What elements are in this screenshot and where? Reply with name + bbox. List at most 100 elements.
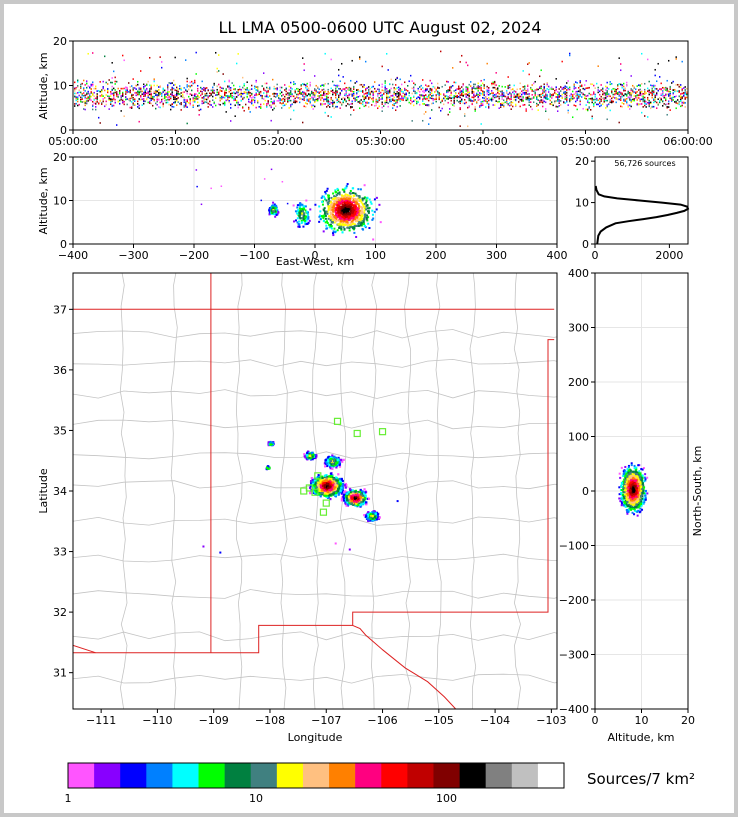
figure-canvas: LL LMA 0500-0600 UTC August 02, 2024 05:… <box>37 18 713 805</box>
colorbar-frame <box>67 762 565 789</box>
plan-view-panel: −111 −110 −109 −108 −107 −106 −105 −104 −103 31 32… <box>37 272 566 744</box>
time-height-data <box>74 50 688 128</box>
station-marker-7 <box>322 499 330 507</box>
lon-tick-1: −110 <box>142 714 172 727</box>
ew-x-tick-0: −400 <box>58 249 88 262</box>
colorbar-swatch-3 <box>146 763 173 788</box>
lat-tick-3: 34 <box>53 485 67 498</box>
colorbar: 1 10 100 Sources/7 km² <box>65 762 695 805</box>
colorbar-tick-0: 1 <box>65 792 72 805</box>
colorbar-swatch-14 <box>433 763 460 788</box>
altitude-histogram-panel: 0 2000 0 10 20 56,726 sources <box>575 155 690 262</box>
hist-y-tick-1: 10 <box>575 197 589 210</box>
colorbar-swatch-1 <box>94 763 121 788</box>
colorbar-swatch-9 <box>302 763 330 788</box>
ns-y-tick-0: −400 <box>559 703 589 716</box>
ew-x-tick-7: 300 <box>486 249 507 262</box>
colorbar-swatch-17 <box>511 763 539 788</box>
lon-tick-4: −107 <box>311 714 341 727</box>
ns-y-tick-2: −200 <box>559 594 589 607</box>
lon-tick-0: −111 <box>86 714 116 727</box>
time-height-panel: 05:00:00 05:10:00 05:20:00 05:30:00 05:40:00… <box>37 35 713 148</box>
ew-y-tick-2: 20 <box>53 151 67 164</box>
time-y-tick-2: 20 <box>53 35 67 48</box>
ns-altitude-data <box>618 462 649 517</box>
colorbar-tick-1: 10 <box>249 792 263 805</box>
ns-y-tick-7: 300 <box>568 322 589 335</box>
lon-tick-6: −105 <box>424 714 454 727</box>
colorbar-swatch-7 <box>250 763 278 788</box>
plan-view-data <box>202 440 399 554</box>
lat-tick-5: 36 <box>53 364 67 377</box>
station-marker-5 <box>311 488 319 496</box>
lma-figure: LL LMA 0500-0600 UTC August 02, 2024 05:… <box>4 4 734 813</box>
lat-tick-1: 32 <box>53 606 67 619</box>
station-marker-1 <box>353 429 361 438</box>
ew-y-tick-0: 0 <box>60 238 67 251</box>
lon-tick-7: −104 <box>480 714 510 727</box>
ew-x-tick-8: 400 <box>547 249 568 262</box>
ns-x-tick-2: 20 <box>681 714 695 727</box>
ew-x-tick-6: 200 <box>426 249 447 262</box>
colorbar-swatch-13 <box>407 763 434 788</box>
time-x-tick-2: 05:20:00 <box>253 135 302 148</box>
ew-x-tick-3: −100 <box>239 249 269 262</box>
lon-tick-5: −106 <box>367 714 397 727</box>
ns-y-tick-6: 200 <box>568 376 589 389</box>
longitude-label: Longitude <box>288 731 343 744</box>
time-y-tick-1: 10 <box>53 80 67 93</box>
colorbar-swatch-4 <box>172 763 199 788</box>
lat-tick-6: 37 <box>53 303 67 316</box>
lon-tick-3: −108 <box>255 714 285 727</box>
colorbar-swatch-8 <box>276 763 304 788</box>
colorbar-swatch-5 <box>198 763 225 788</box>
colorbar-label: Sources/7 km² <box>587 770 695 788</box>
ns-y-tick-4: 0 <box>582 485 589 498</box>
colorbar-swatch-16 <box>485 763 513 788</box>
altitude-histogram-line <box>594 185 690 245</box>
lma-stations <box>300 417 387 516</box>
time-x-tick-0: 05:00:00 <box>48 135 97 148</box>
ew-y-tick-1: 10 <box>53 195 67 208</box>
colorbar-swatch-0 <box>68 763 95 788</box>
colorbar-swatch-2 <box>120 763 147 788</box>
time-y-tick-0: 0 <box>60 124 67 137</box>
ew-x-tick-5: 100 <box>365 249 386 262</box>
histogram-frame <box>594 156 689 245</box>
state-borders <box>73 273 555 709</box>
lat-tick-4: 35 <box>53 424 67 437</box>
time-x-tick-3: 05:30:00 <box>356 135 405 148</box>
ew-x-tick-1: −300 <box>118 249 148 262</box>
ns-altitude-panel: 0 10 20 −400 −300 −200 −100 0 100 200 300 400 Altit… <box>559 267 704 744</box>
time-x-tick-6: 06:00:00 <box>663 135 712 148</box>
ew-height-panel: −400 −300 −200 −100 0 100 200 300 400 0 10 20 East-… <box>37 151 568 268</box>
ew-x-tick-2: −200 <box>179 249 209 262</box>
time-height-ylabel: Altitude, km <box>37 52 50 119</box>
colorbar-swatch-15 <box>459 763 486 788</box>
hist-y-tick-0: 0 <box>582 238 589 251</box>
station-marker-6 <box>300 487 308 495</box>
ns-x-tick-1: 10 <box>635 714 649 727</box>
lat-tick-2: 33 <box>53 546 67 559</box>
lon-tick-2: −109 <box>199 714 229 727</box>
colorbar-swatch-12 <box>381 763 408 788</box>
hist-x-tick-0: 0 <box>592 249 599 262</box>
latitude-label: Latitude <box>37 468 50 514</box>
figure-title: LL LMA 0500-0600 UTC August 02, 2024 <box>218 18 541 37</box>
time-x-tick-5: 05:50:00 <box>561 135 610 148</box>
colorbar-swatch-18 <box>537 763 565 788</box>
lat-tick-0: 31 <box>53 667 67 680</box>
county-borders <box>73 273 557 709</box>
ns-y-tick-3: −100 <box>559 540 589 553</box>
station-marker-8 <box>319 508 328 516</box>
colorbar-tick-2: 100 <box>436 792 457 805</box>
station-marker-3 <box>314 472 322 480</box>
ns-y-tick-8: 400 <box>568 267 589 280</box>
lon-tick-8: −103 <box>536 714 566 727</box>
ns-y-tick-1: −300 <box>559 649 589 662</box>
colorbar-swatch-11 <box>355 763 382 788</box>
hist-y-tick-2: 20 <box>575 155 589 168</box>
colorbar-swatch-10 <box>329 763 356 788</box>
ew-xlabel: East-West, km <box>276 255 354 268</box>
ns-ylabel: North-South, km <box>691 446 704 537</box>
